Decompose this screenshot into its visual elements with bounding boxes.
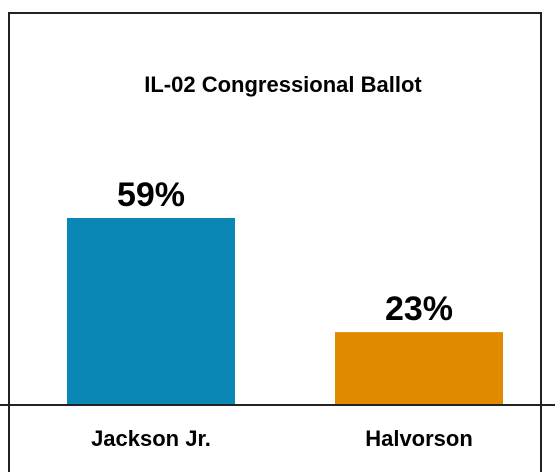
category-label-0: Jackson Jr. <box>91 426 211 451</box>
bar-1 <box>335 332 503 405</box>
category-labels: Jackson Jr. Halvorson <box>91 426 473 451</box>
category-label-1: Halvorson <box>365 426 473 451</box>
data-label-1: 23% <box>385 290 453 328</box>
chart-title: IL-02 Congressional Ballot <box>144 72 422 97</box>
data-label-0: 59% <box>117 176 185 214</box>
bar-chart: IL-02 Congressional Ballot 59% 23% Jackso… <box>0 72 555 451</box>
bars-group: 59% 23% <box>67 176 503 405</box>
chart-frame <box>8 12 542 472</box>
bar-0 <box>67 218 235 405</box>
